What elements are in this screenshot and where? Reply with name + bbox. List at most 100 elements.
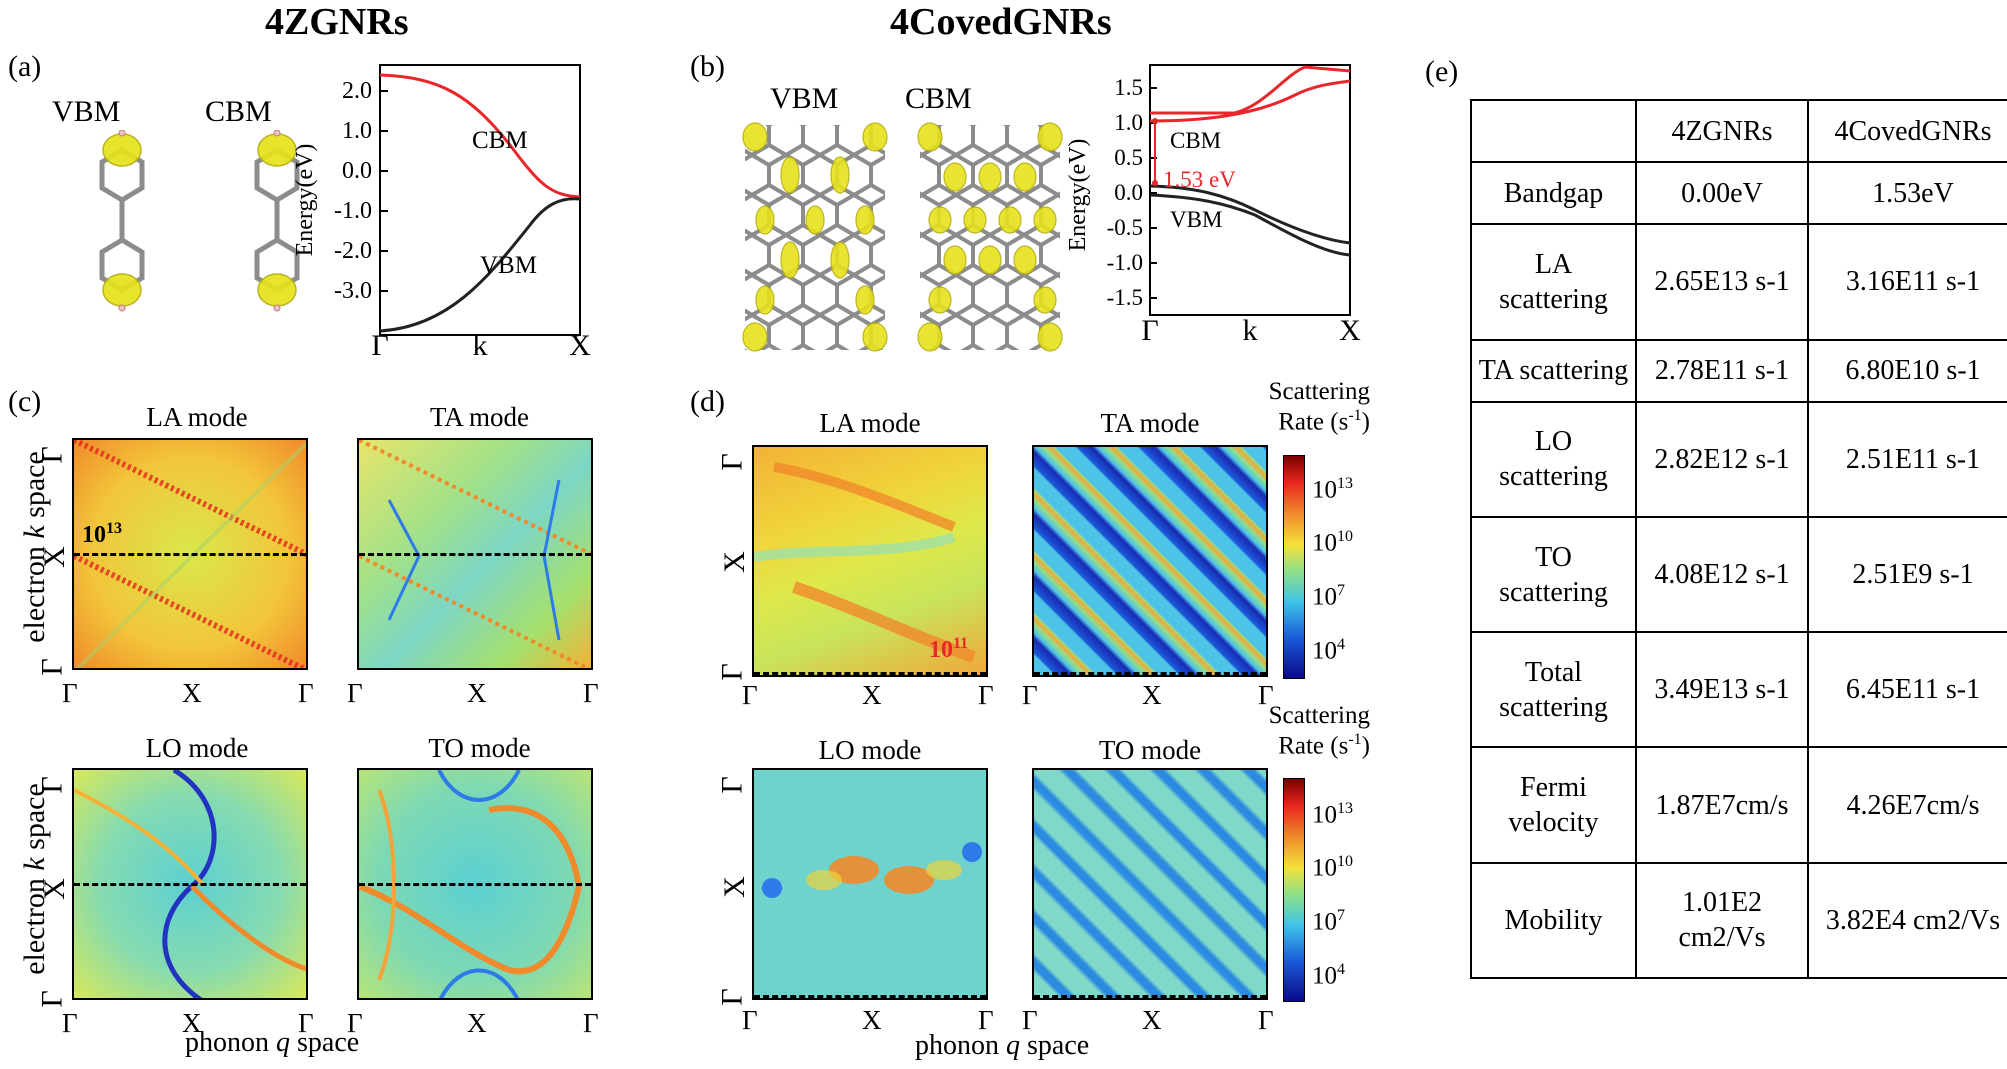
c-top-xtick-1: X [182,678,202,708]
title-4covedgnrs: 4CovedGNRs [890,1,1112,43]
colorbar-bottom-tick-2: 107 [1312,907,1345,936]
band-a-cbm-label: CBM [472,127,528,154]
d-bot2-xtick-2: Γ [1258,1005,1274,1035]
band-b-ytick-0: 1.5 [1114,75,1143,100]
table-row: Bandgap 0.00eV 1.53eV [1470,161,2007,226]
band-structure-a: 2.0 1.0 0.0 -1.0 -2.0 -3.0 CBM VBM Γ k X… [292,64,591,355]
band-b-ytick-2: 0.5 [1114,145,1143,170]
c-top2-xtick-0: Γ [347,678,363,708]
heatmap-d-lo [752,768,988,1000]
table-cell-4covedgnrs: 2.51E9 s-1 [1807,515,2007,634]
table-header-cell: 4CovedGNRs [1807,98,2007,164]
table-header-cell [1470,98,1637,164]
table-cell-4zgnrs: 0.00eV [1635,161,1809,226]
table-row: LA scattering 2.65E13 s-1 3.16E11 s-1 [1470,223,2007,341]
colorbar-bottom-tick-1: 1010 [1312,853,1353,882]
table-header-row: 4ZGNRs 4CovedGNRs [1470,98,2007,164]
table-row-label: Total scattering [1470,631,1637,749]
colorbar-top [1283,455,1305,679]
mode-label-d-lo: LO mode [818,735,922,765]
orbital-structures-b [742,122,1063,352]
band-b-cbm-label: CBM [1170,128,1221,153]
c-bot-ytick-x: X [37,878,71,900]
mode-label-c-la: LA mode [146,402,248,432]
band-b-gap-label: 1.53 eV [1163,167,1236,192]
table-cell-4zgnrs: 1.01E2 cm2/Vs [1635,861,1809,980]
table-row: LO scattering 2.82E12 s-1 2.51E11 s-1 [1470,400,2007,518]
table-header-cell: 4ZGNRs [1635,98,1809,164]
properties-table: 4ZGNRs 4CovedGNRs Bandgap 0.00eV 1.53eV … [1470,98,2007,980]
table-row-label: TA scattering [1470,338,1637,403]
annotation-d-la: 1011 [929,635,969,663]
annotation-c-la: 1013 [82,520,122,548]
band-structure-b: 1.5 1.0 0.5 0.0 -0.5 -1.0 -1.5 CBM 1.53 … [1065,64,1361,347]
table-cell-4covedgnrs: 3.82E4 cm2/Vs [1807,861,2007,980]
heatmap-c-to [357,768,593,1000]
band-b-xtick-2: X [1339,314,1361,347]
d-bot-ytick-gamma-top: Γ [715,776,749,794]
table-row: Fermi velocity 1.87E7cm/s 4.26E7cm/s [1470,746,2007,864]
band-a-ylabel: Energy(eV) [292,144,318,257]
panel-label-e: (e) [1425,55,1459,88]
d-bot-xtick-1: X [862,1005,882,1035]
table-cell-4zgnrs: 4.08E12 s-1 [1635,515,1809,634]
title-4zgnrs: 4ZGNRs [265,1,409,43]
colorbar-top-tick-0: 1013 [1312,475,1353,504]
d-top-ytick-x: X [717,551,751,573]
c-bot-xtick-1: X [182,1008,202,1038]
heatmap-d-la: 1011 [752,445,988,677]
d-top2-xtick-0: Γ [1022,680,1038,710]
table-cell-4zgnrs: 1.87E7cm/s [1635,746,1809,864]
heatmap-d-to [1032,768,1268,1000]
colorbar-top-tick-1: 1010 [1312,528,1353,557]
table-cell-4covedgnrs: 6.80E10 s-1 [1807,338,2007,403]
d-bot2-xtick-1: X [1142,1005,1162,1035]
table-cell-4zgnrs: 3.49E13 s-1 [1635,631,1809,749]
d-top2-xtick-1: X [1142,680,1162,710]
colorbar-title-top: Scattering Rate (s-1) [1268,378,1370,436]
d-bot-ytick-x: X [717,876,751,898]
colorbar-bottom-tick-3: 104 [1312,961,1345,990]
table-cell-4zgnrs: 2.82E12 s-1 [1635,400,1809,518]
colorbar-title-bottom: Scattering Rate (s-1) [1268,702,1370,760]
mode-label-c-to: TO mode [428,733,531,763]
c-bot2-xtick-0: Γ [347,1008,363,1038]
panel-label-d: (d) [690,385,725,418]
table-cell-4zgnrs: 2.65E13 s-1 [1635,223,1809,341]
table-row: TA scattering 2.78E11 s-1 6.80E10 s-1 [1470,338,2007,403]
c-top-xtick-0: Γ [62,678,78,708]
table-row: Mobility 1.01E2 cm2/Vs 3.82E4 cm2/Vs [1470,861,2007,980]
band-a-ytick-4: -2.0 [334,238,372,264]
d-top-xtick-0: Γ [742,680,758,710]
d-xlabel: phonon q space [915,1030,1090,1061]
c-top-ytick-gamma-bottom: Γ [35,658,69,676]
band-a-xtick-1: k [473,329,488,355]
table-row-label: Fermi velocity [1470,746,1637,864]
band-b-xtick-0: Γ [1141,314,1158,347]
mode-label-d-to: TO mode [1098,735,1202,765]
colorbar-top-tick-3: 104 [1312,636,1345,665]
c-bot-xtick-2: Γ [298,1008,314,1038]
table-row: TO scattering 4.08E12 s-1 2.51E9 s-1 [1470,515,2007,634]
orbital-label-vbm-a: VBM [52,95,121,128]
band-a-ytick-3: -1.0 [334,198,372,224]
d-top-xtick-1: X [862,680,882,710]
band-a-vbm-label: VBM [480,252,537,279]
table-row-label: LO scattering [1470,400,1637,518]
c-top-xtick-2: Γ [298,678,314,708]
colorbar-bottom-tick-0: 1013 [1312,800,1353,829]
d-top-xtick-2: Γ [978,680,994,710]
d-bot2-xtick-0: Γ [1022,1005,1038,1035]
c-top2-xtick-1: X [467,678,487,708]
panel-label-b: (b) [690,50,725,83]
c-top2-xtick-2: Γ [583,678,599,708]
table-cell-4covedgnrs: 2.51E11 s-1 [1807,400,2007,518]
band-b-ylabel: Energy(eV) [1065,139,1091,252]
band-b-vbm-label: VBM [1170,207,1222,232]
orbital-label-cbm-b: CBM [905,82,972,115]
d-top-ytick-gamma-bottom: Γ [715,663,749,681]
table-cell-4zgnrs: 2.78E11 s-1 [1635,338,1809,403]
band-b-ytick-5: -1.0 [1107,250,1143,275]
d-top-ytick-gamma-top: Γ [715,453,749,471]
orbital-label-vbm-b: VBM [770,82,839,115]
